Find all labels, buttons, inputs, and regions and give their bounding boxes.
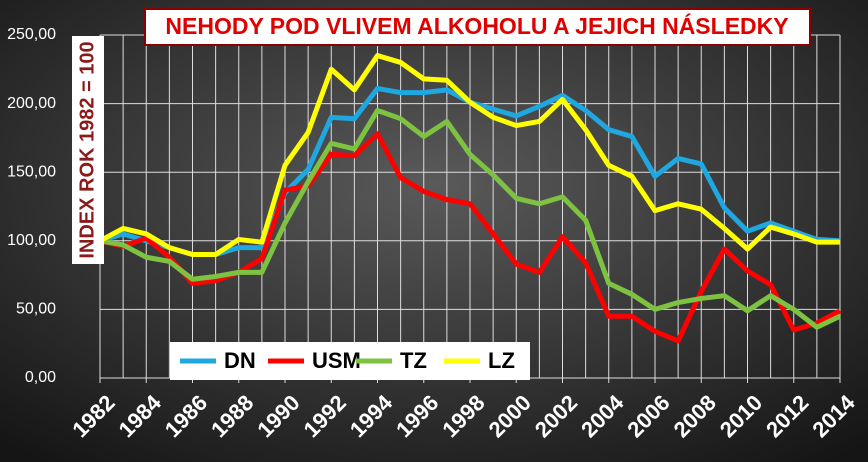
series-line — [98, 53, 840, 258]
y-tick-label: 150,00 — [7, 163, 56, 180]
y-label-box — [72, 36, 104, 264]
series-line — [99, 107, 842, 330]
legend-label: DN — [224, 348, 256, 373]
y-tick-label: 50,00 — [16, 301, 56, 318]
y-tick-label: 0,00 — [25, 369, 56, 386]
y-tick-label: 200,00 — [7, 95, 56, 112]
legend-label: TZ — [400, 348, 427, 373]
series-line — [99, 131, 842, 344]
title-box — [144, 8, 811, 46]
y-tick-label: 250,00 — [7, 26, 56, 43]
legend-label: LZ — [488, 348, 515, 373]
y-tick-label: 100,00 — [7, 232, 56, 249]
chart-title: NEHODY POD VLIVEM ALKOHOLU A JEJICH NÁSL… — [165, 12, 788, 39]
y-axis-label: INDEX ROK 1982 = 100 — [76, 41, 98, 258]
legend-label: USM — [312, 348, 361, 373]
